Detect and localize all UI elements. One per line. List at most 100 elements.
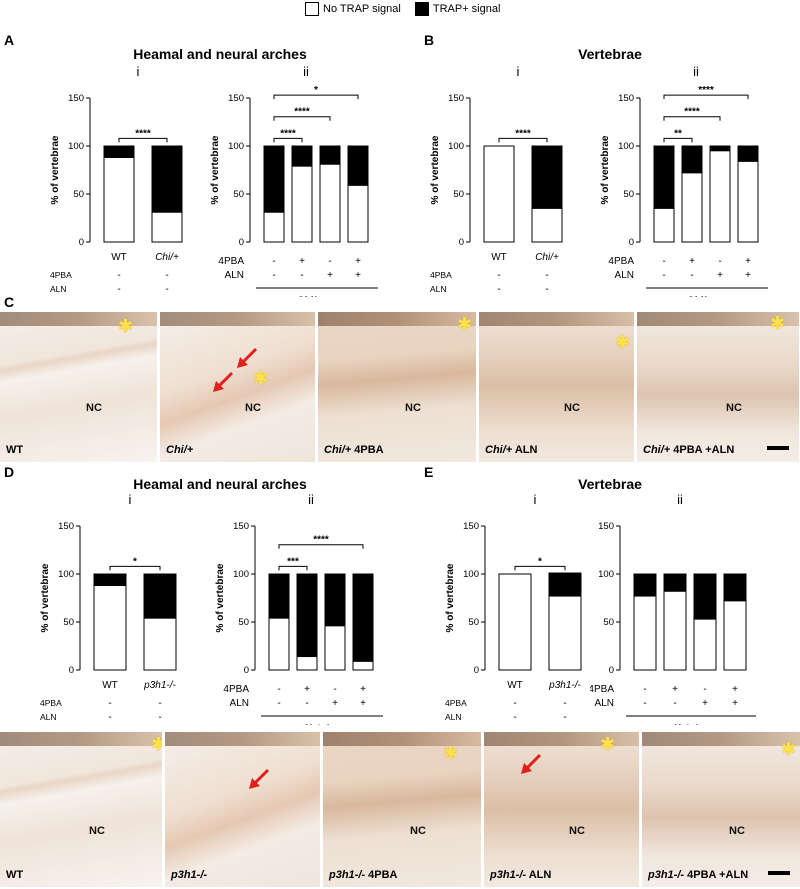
significance-bracket <box>109 565 161 571</box>
bar-trap-positive <box>709 145 731 152</box>
panel-subtitle: ii <box>308 492 314 507</box>
bar-trap-positive <box>548 572 582 597</box>
photo-strip-f: NC ✱ WT p3h1-/- NC ✱ p3h1-/- 4PBA NC ✱ p3h1-/- AL… <box>0 732 800 889</box>
y-tick-label: 150 <box>598 521 614 532</box>
x-tick-label: p3h1-/- <box>143 680 176 691</box>
row-label: 4PBA <box>445 698 467 708</box>
bar-no-trap <box>93 585 127 671</box>
scale-bar <box>768 871 790 875</box>
row-value: - <box>563 712 566 723</box>
asterisk-marker-icon: ✱ <box>770 313 786 333</box>
y-tick-label: 150 <box>463 521 479 532</box>
significance-bracket <box>118 137 168 143</box>
row-value: + <box>672 684 678 695</box>
panel-letter-c: C <box>4 294 15 310</box>
scale-bar <box>767 446 789 450</box>
bar-trap-positive <box>653 145 675 209</box>
micrograph-label: Chi/+ 4PBA <box>324 444 384 456</box>
significance-label: **** <box>294 107 310 118</box>
group-label: Chi/+ <box>686 295 713 297</box>
bar-trap-positive <box>263 145 285 213</box>
x-tick-label: p3h1-/- <box>548 680 581 691</box>
panel-letter-e: E <box>424 464 434 480</box>
row-value: - <box>497 270 500 281</box>
micrograph-label: WT <box>6 869 24 881</box>
x-tick-label: Chi/+ <box>535 252 559 263</box>
bar-no-trap <box>483 145 515 243</box>
row-label: 4PBA <box>590 684 614 695</box>
bar-no-trap <box>498 573 532 671</box>
row-value: - <box>513 698 516 709</box>
x-tick-label: WT <box>102 680 118 691</box>
row-value: - <box>272 256 275 267</box>
y-tick-label: 100 <box>68 141 84 152</box>
significance-bracket <box>498 137 548 143</box>
y-axis-label: % of vertebrae <box>50 135 61 204</box>
bone-edge <box>484 732 639 746</box>
row-value: + <box>327 270 333 281</box>
notochord-label: NC <box>564 402 580 414</box>
notochord-label: NC <box>569 825 585 837</box>
bar-trap-positive <box>319 145 341 165</box>
bone-edge <box>637 312 799 326</box>
row-value: + <box>355 256 361 267</box>
significance-label: * <box>133 556 137 567</box>
y-axis-label: % of vertebrae <box>40 563 51 632</box>
row-label: 4PBA <box>430 270 452 280</box>
bar-trap-positive <box>663 573 687 592</box>
bar-no-trap <box>548 595 582 671</box>
bone-edge <box>160 312 315 326</box>
y-tick-label: 50 <box>623 189 634 200</box>
bar-trap-positive <box>291 145 313 167</box>
panel-a-title: Heamal and neural arches <box>133 46 307 62</box>
row-value: - <box>328 256 331 267</box>
row-value: + <box>732 698 738 709</box>
bar-trap-positive <box>681 145 703 174</box>
y-tick-label: 0 <box>609 665 614 676</box>
y-tick-label: 50 <box>238 617 249 628</box>
micrograph-label: Chi/+ <box>166 444 194 456</box>
group-label: p3h1-/- <box>665 723 701 725</box>
red-arrow-icon <box>213 371 234 392</box>
row-value: - <box>563 698 566 709</box>
y-tick-label: 150 <box>618 93 634 104</box>
bar-no-trap <box>103 157 135 243</box>
bar-no-trap <box>693 618 717 671</box>
bar-no-trap <box>319 163 341 243</box>
row-value: - <box>662 256 665 267</box>
panel-letter-d: D <box>4 464 15 480</box>
y-axis-label: % of vertebrae <box>445 563 456 632</box>
row-label: 4PBA <box>218 256 244 267</box>
y-tick-label: 50 <box>233 189 244 200</box>
significance-label: * <box>314 85 318 96</box>
chart-b-i: i 0 50 100 150 % of vertebrae WT Chi/+ **** 4PBA -… <box>430 64 563 295</box>
significance-bracket <box>514 565 566 571</box>
significance-bracket <box>663 94 749 100</box>
asterisk-marker-icon: ✱ <box>443 743 459 763</box>
row-label: ALN <box>595 698 614 709</box>
row-value: - <box>108 698 111 709</box>
legend-label-trap: TRAP+ signal <box>432 3 501 15</box>
group-label: Chi/+ <box>296 295 323 297</box>
significance-bracket <box>663 137 693 143</box>
asterisk-marker-icon: ✱ <box>615 332 631 352</box>
bar-no-trap <box>709 150 731 243</box>
row-label: ALN <box>40 712 57 722</box>
significance-label: **** <box>515 128 531 139</box>
panel-letter-b: B <box>424 32 435 48</box>
asterisk-marker-icon: ✱ <box>151 734 162 754</box>
row-value: - <box>497 284 500 295</box>
row-value: + <box>360 684 366 695</box>
micrograph-label: p3h1-/- ALN <box>490 869 552 881</box>
bar-trap-positive <box>347 145 369 186</box>
bar-trap-positive <box>723 573 747 602</box>
bar-trap-positive <box>324 573 346 627</box>
panel-subtitle: i <box>137 64 140 79</box>
bar-trap-positive <box>93 573 127 587</box>
row-value: + <box>332 698 338 709</box>
significance-bracket <box>663 116 721 121</box>
micrograph-panel: p3h1-/- <box>165 732 320 887</box>
notochord-label: NC <box>410 825 426 837</box>
significance-label: **** <box>698 85 714 96</box>
